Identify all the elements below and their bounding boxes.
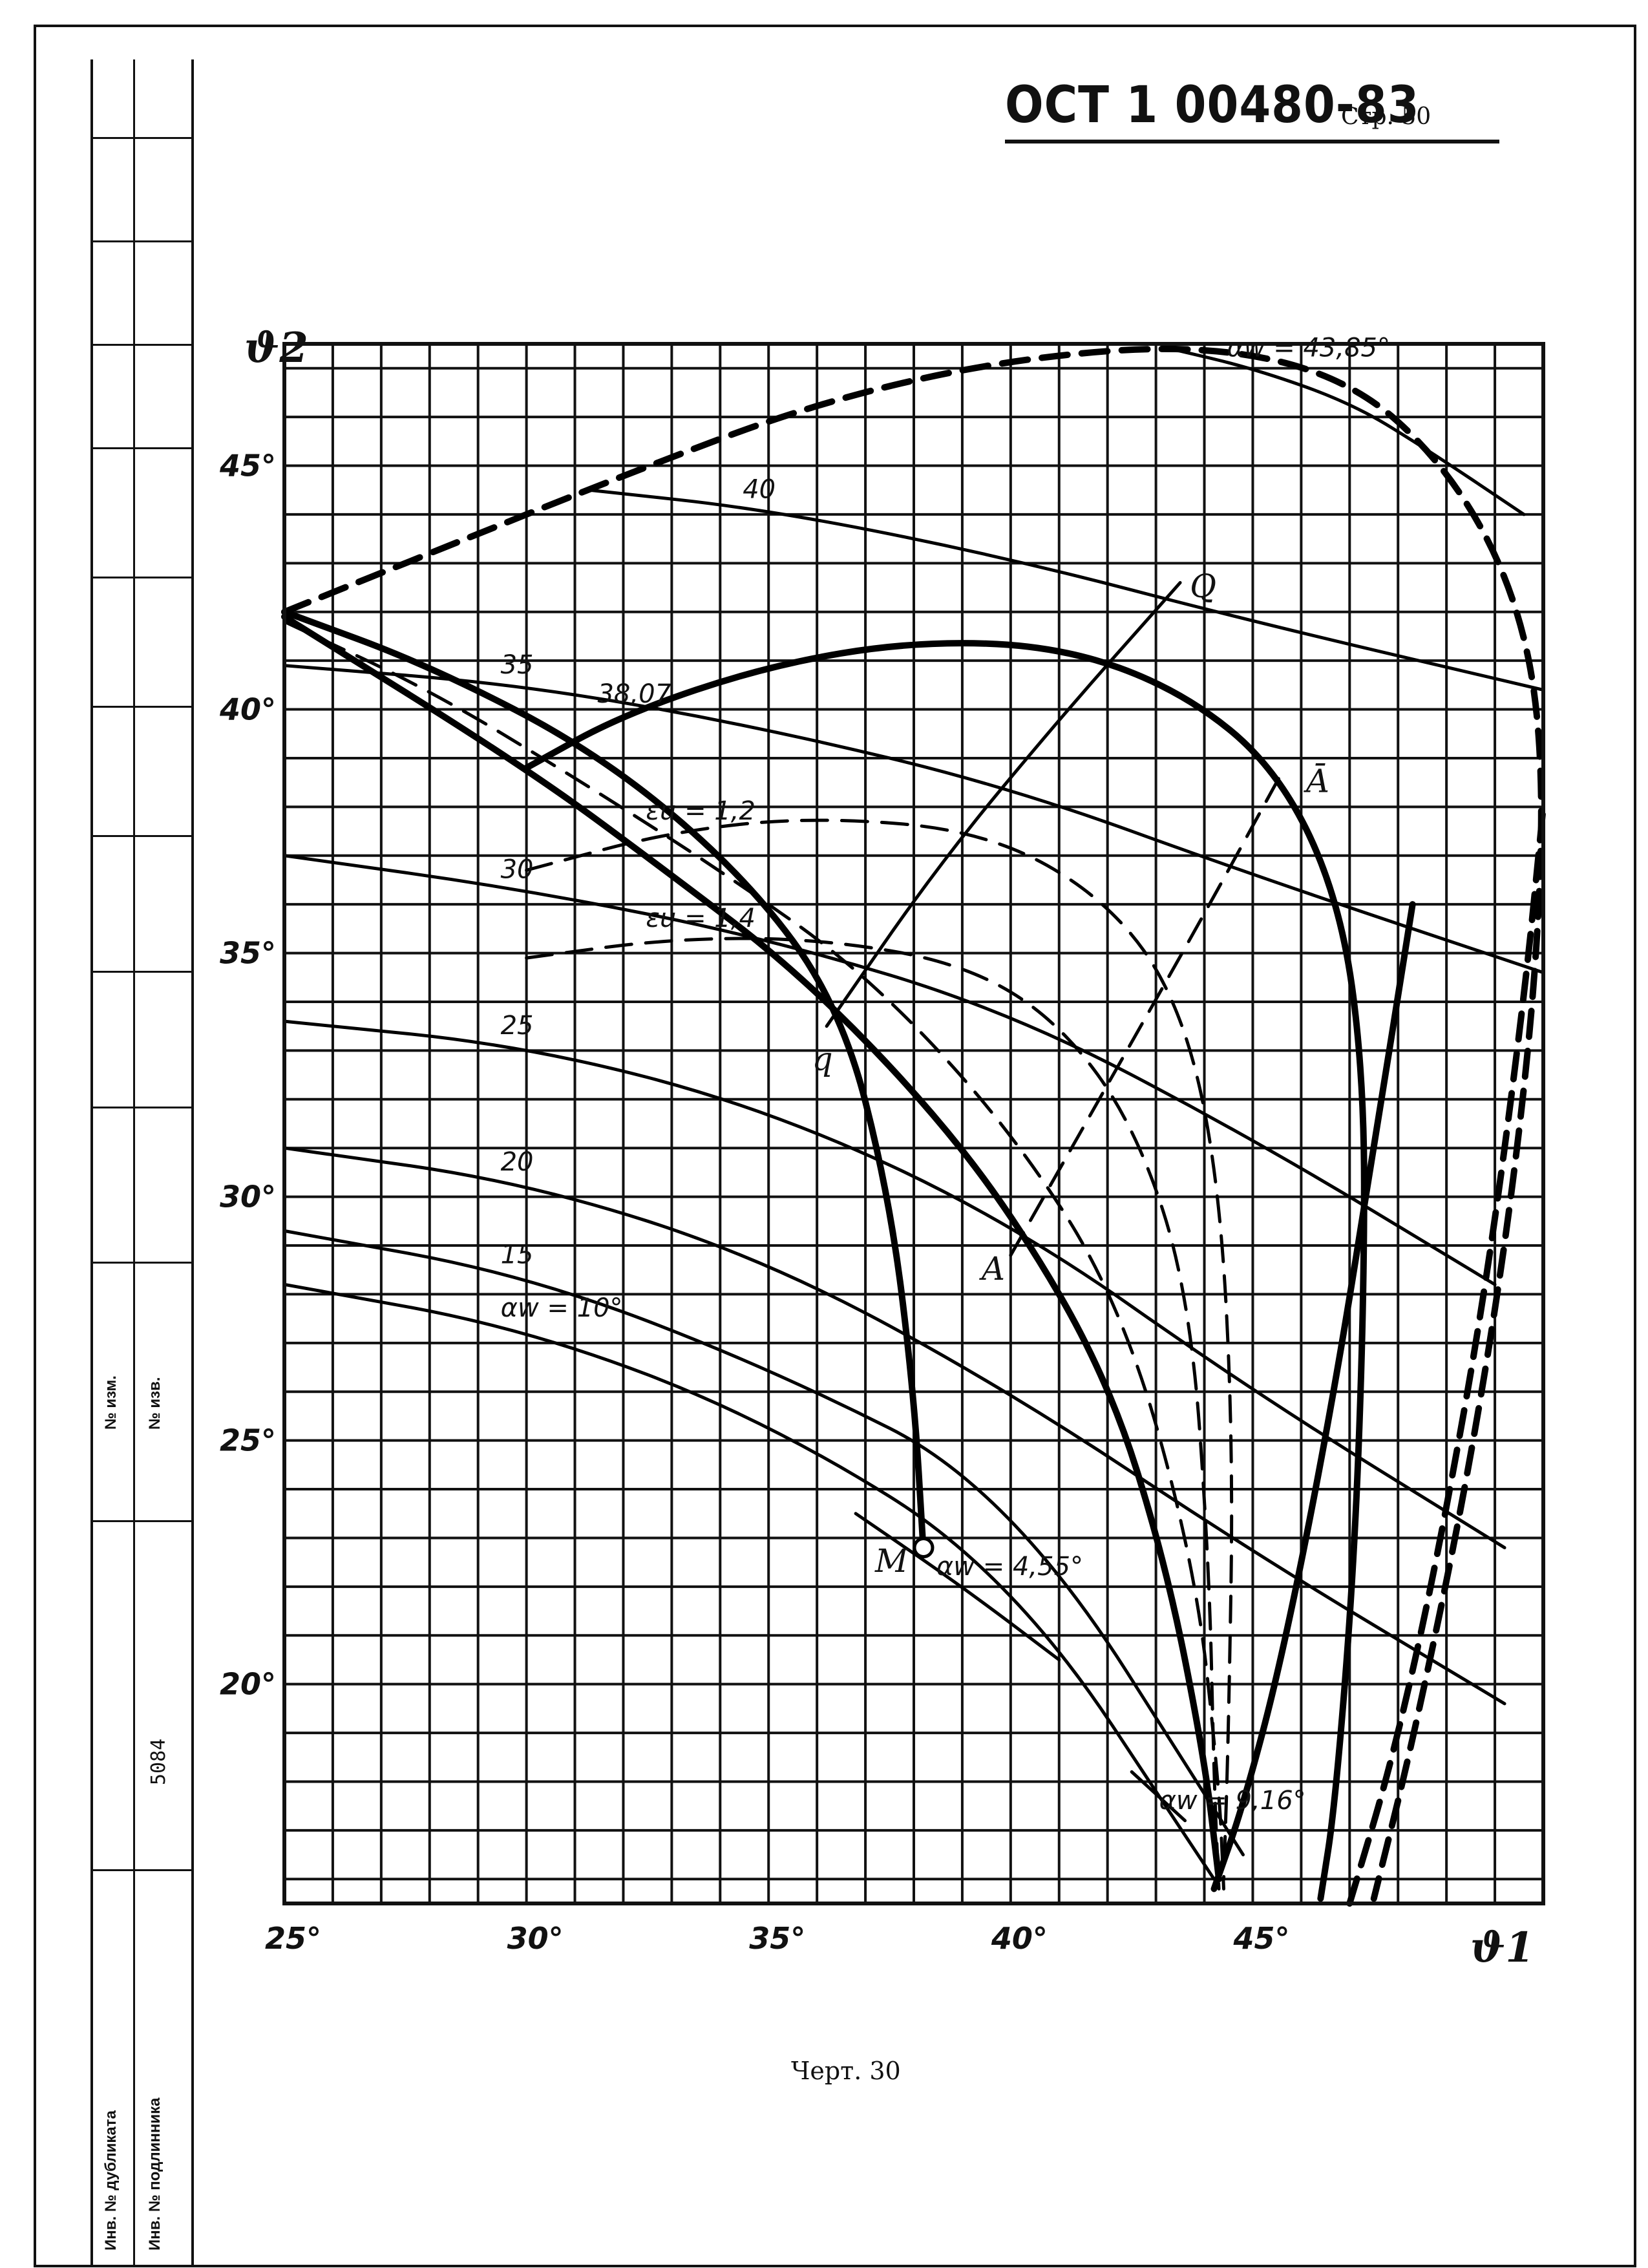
page-frame [34,25,1636,2267]
curve-line-a-a [1009,771,1284,1257]
curve-38-07 [523,640,1368,1902]
figure-caption: Черт. 30 [791,2057,901,2085]
x-tick-label: 25° [265,1921,321,1956]
strip-row-line [93,344,191,346]
curve-label: 20 [501,1147,534,1177]
curve-label: 25 [501,1011,534,1041]
chart-grid [283,344,1545,1903]
point-label: A [979,1250,1005,1288]
point-m-marker [913,1537,935,1559]
chart-curves: αw = 10° 15 20 25 30 35 40 αw = 43,85° 38,07 εu =… [281,334,1547,1907]
y-tick-label: 20° [220,1667,276,1702]
strip-row-line [93,971,191,973]
document-header: ОСТ 1 00480-83 Стр. 50 [1005,76,1499,143]
curve-15 [282,1229,1245,1857]
y-tick-label: 25° [220,1423,276,1458]
curve-dashed-diagonal [282,620,1226,1891]
margin-stamp-strip: № изм. № изв. 5084 Инв. № дубликата Инв.… [90,59,194,2266]
curve-35 [282,664,1545,975]
strip-row-line [93,577,191,578]
strip-row-line [93,1262,191,1264]
x-tick-label: 40° [991,1921,1048,1956]
y-tick-label: 45° [219,449,276,483]
curve-label: 35 [501,650,534,680]
curve-label: αw = 4,55° [936,1552,1083,1582]
page-number: Стр. 50 [1341,103,1431,130]
strip-row-line [93,706,191,708]
curve--w-10- [282,1282,1216,1881]
curve-20 [282,1146,1506,1706]
strip-row-line [93,835,191,837]
point-label: q [812,1041,833,1078]
point-label: M [874,1542,909,1580]
x-tick-label: 45° [1232,1921,1289,1956]
curve-label: 30 [501,855,534,885]
strip-row-line [93,137,191,139]
curve-label: αw = 43,85° [1227,334,1390,363]
y-tick-label: 30° [220,1180,276,1214]
chart-annotations: Qq A Ā M [812,567,1329,1580]
x-tick-label: 30° [507,1921,564,1956]
curve-label: εu = 1,2 [646,796,755,826]
strip-row-line [93,1520,191,1522]
curve-line-qq [825,580,1182,1028]
curve-40 [587,488,1545,692]
y-axis-label: ϑ2 [244,324,308,372]
curve-outer-envelope [281,345,1545,1902]
curve--w-43-85- [1168,347,1526,516]
curve-bold-m-curve [281,608,927,1556]
curve-right-dashed-branch [1346,803,1547,1907]
curve-label: εu = 1,4 [646,904,755,933]
strip-divider [133,59,135,2266]
strip-row-line [93,447,191,449]
y-tick-label: 35° [220,936,276,971]
point-label: Ā [1304,763,1329,800]
x-axis-label: ϑ1 [1470,1924,1534,1972]
x-tick-label: 35° [749,1921,805,1956]
y-tick-label: 40° [219,692,276,727]
curve-bold-diagonal [281,613,1223,1883]
chart-ticks: 25° 30° 35° 40° 45° 20° 25° 30° 35° 40° 45° [219,449,1289,1956]
curve-label: 40 [743,474,776,504]
point-label: Q [1190,567,1216,605]
curve-label: 38,07 [597,679,671,709]
plot-area-border [282,342,1545,1905]
curve--w-9-16- [1130,1770,1187,1823]
curve-label: 15 [501,1240,534,1269]
curve-crossing-lower-branch [1210,901,1416,1892]
document-code: ОСТ 1 00480-83 [1005,76,1420,134]
curve-25 [282,1019,1506,1550]
strip-row-line [93,1869,191,1871]
curve-label: αw = 10° [501,1293,623,1323]
curve-30 [282,854,1497,1286]
strip-row-line [93,1107,191,1108]
curve-label: αw = 9,16° [1159,1786,1306,1816]
curve--u-1-2 [525,818,1234,1881]
strip-row-line [93,240,191,242]
